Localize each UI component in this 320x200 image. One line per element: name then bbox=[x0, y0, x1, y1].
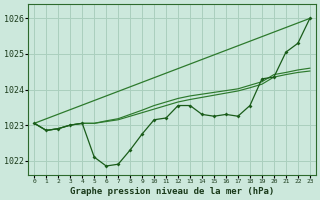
X-axis label: Graphe pression niveau de la mer (hPa): Graphe pression niveau de la mer (hPa) bbox=[70, 187, 274, 196]
